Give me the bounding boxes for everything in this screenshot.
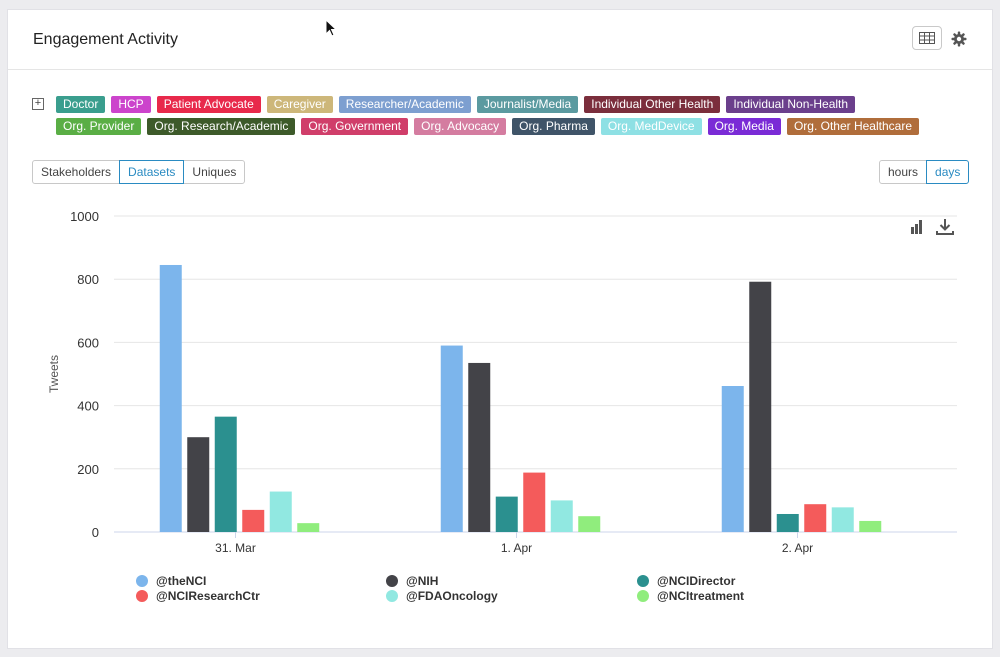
bar[interactable] xyxy=(297,523,320,532)
tag-caregiver[interactable]: Caregiver xyxy=(266,96,333,113)
bar[interactable] xyxy=(269,491,292,532)
table-icon xyxy=(919,32,935,44)
bar[interactable] xyxy=(187,437,210,532)
y-tick-label: 200 xyxy=(77,462,99,477)
legend-item[interactable]: @NCIResearchCtr xyxy=(136,589,260,603)
legend-item[interactable]: @theNCI xyxy=(136,574,206,588)
tag-org-advocacy[interactable]: Org. Advocacy xyxy=(414,118,507,135)
download-tray xyxy=(936,231,954,235)
y-tick-label: 800 xyxy=(77,272,99,287)
tag-hcp[interactable]: HCP xyxy=(111,96,151,113)
time-toggle-group: hours days xyxy=(879,160,970,184)
bar[interactable] xyxy=(214,416,237,532)
uniques-button[interactable]: Uniques xyxy=(183,160,246,184)
legend-item[interactable]: @NCItreatment xyxy=(637,589,744,603)
legend-marker xyxy=(136,590,148,602)
tag-individual-non-health[interactable]: Individual Non-Health xyxy=(726,96,856,113)
bar-chart-icon-bar xyxy=(911,227,914,234)
legend-marker xyxy=(386,590,398,602)
bar[interactable] xyxy=(804,504,827,532)
tag-doctor[interactable]: Doctor xyxy=(56,96,106,113)
y-tick-label: 600 xyxy=(77,335,99,350)
x-tick-label: 1. Apr xyxy=(501,541,532,555)
y-axis-label: Tweets xyxy=(47,355,61,393)
bar[interactable] xyxy=(523,472,546,532)
bar[interactable] xyxy=(242,509,265,532)
tag-patient-advocate[interactable]: Patient Advocate xyxy=(156,96,261,113)
bar-chart-icon-bar xyxy=(919,220,922,234)
tag-row: Doctor HCP Patient Advocate Caregiver Resear… xyxy=(56,96,956,113)
tag-org-meddevice[interactable]: Org. MedDevice xyxy=(600,118,702,135)
tag-org-government[interactable]: Org. Government xyxy=(301,118,409,135)
bar[interactable] xyxy=(859,520,882,532)
settings-button[interactable] xyxy=(950,30,968,48)
gear-icon xyxy=(951,31,967,47)
bar[interactable] xyxy=(468,362,491,532)
legend-label: @NCIResearchCtr xyxy=(156,589,260,603)
legend-label: @NCIDirector xyxy=(657,574,736,588)
table-view-button[interactable] xyxy=(912,26,942,50)
tag-researcher-academic[interactable]: Researcher/Academic xyxy=(338,96,471,113)
tag-org-research-academic[interactable]: Org. Research/Academic xyxy=(147,118,296,135)
bar[interactable] xyxy=(749,281,772,532)
legend-label: @NIH xyxy=(406,574,439,588)
bar[interactable] xyxy=(578,516,601,532)
stakeholder-tags: Doctor HCP Patient Advocate Caregiver Resear… xyxy=(56,96,956,140)
x-tick-label: 31. Mar xyxy=(215,541,256,555)
bar[interactable] xyxy=(440,345,463,532)
download-icon[interactable] xyxy=(936,219,954,235)
download-arrow xyxy=(939,219,951,231)
mouse-pointer-icon xyxy=(325,19,338,37)
bar[interactable] xyxy=(776,513,799,532)
datasets-button[interactable]: Datasets xyxy=(119,160,185,184)
bar[interactable] xyxy=(550,500,573,532)
legend-label: @theNCI xyxy=(156,574,207,588)
bar[interactable] xyxy=(831,507,854,532)
tag-journalist-media[interactable]: Journalist/Media xyxy=(476,96,579,113)
bar-chart-icon-bar xyxy=(915,224,918,234)
tag-org-pharma[interactable]: Org. Pharma xyxy=(512,118,595,135)
view-toggle-group: Stakeholders Datasets Uniques xyxy=(32,160,246,184)
tag-row: Org. Provider Org. Research/Academic Org. … xyxy=(56,118,956,135)
legend-marker xyxy=(637,575,649,587)
y-tick-label: 1000 xyxy=(70,209,99,224)
legend-marker xyxy=(637,590,649,602)
stakeholders-button[interactable]: Stakeholders xyxy=(32,160,121,184)
days-button[interactable]: days xyxy=(926,160,970,184)
legend-label: @FDAOncology xyxy=(406,589,498,603)
bar-chart-icon[interactable] xyxy=(911,220,922,234)
legend-item[interactable]: @NIH xyxy=(386,574,438,588)
tag-individual-other-health[interactable]: Individual Other Health xyxy=(584,96,721,113)
y-tick-label: 0 xyxy=(92,525,99,540)
bar[interactable] xyxy=(495,496,518,532)
tag-org-provider[interactable]: Org. Provider xyxy=(56,118,142,135)
bar[interactable] xyxy=(721,386,744,532)
y-tick-label: 400 xyxy=(77,399,99,414)
panel-title: Engagement Activity xyxy=(33,31,178,48)
legend-marker xyxy=(386,575,398,587)
tag-org-other-healthcare[interactable]: Org. Other Healthcare xyxy=(786,118,919,135)
legend-item[interactable]: @FDAOncology xyxy=(386,589,498,603)
legend-label: @NCItreatment xyxy=(657,589,745,603)
legend-marker xyxy=(136,575,148,587)
bar[interactable] xyxy=(159,264,182,532)
panel-header: Engagement Activity xyxy=(8,10,992,70)
tag-org-media[interactable]: Org. Media xyxy=(707,118,781,135)
x-tick-label: 2. Apr xyxy=(782,541,813,555)
legend-item[interactable]: @NCIDirector xyxy=(637,574,735,588)
expand-tags-button[interactable]: + xyxy=(32,98,44,110)
